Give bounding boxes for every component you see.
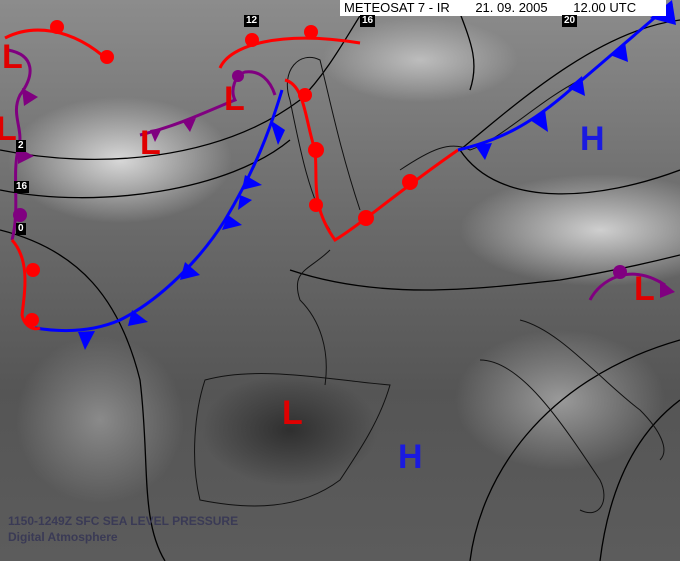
warm-front-marker — [309, 198, 323, 212]
isobar — [0, 229, 166, 561]
footer-product: 1150-1249Z SFC SEA LEVEL PRESSURE — [8, 514, 239, 528]
warm-front-marker — [304, 25, 318, 39]
warm-front — [218, 36, 361, 69]
high-pressure-center: H — [398, 438, 423, 476]
cold-front-marker — [610, 42, 628, 62]
isobar-label: 16 — [14, 181, 30, 193]
high-pressure-center: H — [580, 120, 605, 158]
coastlines — [194, 56, 665, 514]
low-pressure-center: L — [140, 124, 161, 162]
cold-front-marker — [128, 310, 148, 326]
occluded-front-marker — [13, 208, 27, 222]
low-pressure-center: L — [224, 80, 245, 118]
occluded-front-marker — [613, 265, 627, 279]
warm-front — [10, 238, 41, 331]
cold-front-marker — [78, 331, 95, 350]
low-pressure-center: L — [0, 110, 17, 148]
cold-front-marker — [180, 262, 200, 280]
isobar-label: 2 — [16, 140, 26, 152]
cold-front-marker — [530, 110, 548, 132]
occluded-front — [7, 48, 32, 241]
isobar-label: 0 — [16, 223, 26, 235]
cold-front-marker — [568, 76, 585, 96]
warm-front-marker — [298, 88, 312, 102]
occluded-front-marker — [660, 280, 675, 298]
occluded-front-marker — [232, 70, 244, 82]
isobar — [0, 139, 291, 199]
warm-front-marker — [245, 33, 259, 47]
occluded-front-marker — [183, 118, 196, 132]
low-pressure-center: L — [634, 270, 655, 308]
occluded-front — [139, 70, 277, 137]
cold-front — [457, 1, 673, 152]
isobar-label: 12 — [244, 15, 260, 27]
cold-front-marker — [475, 143, 492, 160]
time: 12.00 UTC — [573, 0, 637, 15]
warm-front-marker — [100, 50, 114, 64]
isobar — [469, 339, 680, 561]
isobar-label: 16 — [360, 15, 376, 27]
cold-front-marker — [222, 215, 242, 230]
isobar — [289, 254, 680, 291]
warm-front-marker — [308, 142, 324, 158]
warm-front-marker — [26, 263, 40, 277]
fronts — [4, 0, 676, 350]
low-pressure-center: L — [2, 38, 23, 76]
image-header: METEOSAT 7 - IR 21. 09. 2005 12.00 UTC — [340, 0, 666, 16]
cold-front-marker — [270, 120, 285, 145]
warm-front-marker — [402, 174, 418, 190]
warm-front-marker — [358, 210, 374, 226]
cold-front-marker — [238, 195, 252, 210]
occluded-front-marker — [150, 128, 162, 142]
date: 21. 09. 2005 — [475, 0, 548, 15]
isobar — [599, 399, 680, 561]
warm-front-marker — [25, 313, 39, 327]
isobar — [459, 149, 680, 195]
isobar — [459, 19, 680, 151]
warm-front-marker — [50, 20, 64, 34]
low-pressure-center: L — [282, 394, 303, 432]
footer-source: Digital Atmosphere — [8, 530, 118, 544]
isobar-label: 20 — [562, 15, 578, 27]
occluded-front-marker — [22, 88, 38, 106]
satellite-name: METEOSAT 7 - IR — [344, 0, 450, 15]
cold-front-marker — [242, 175, 262, 190]
occluded-front-marker — [18, 148, 34, 164]
